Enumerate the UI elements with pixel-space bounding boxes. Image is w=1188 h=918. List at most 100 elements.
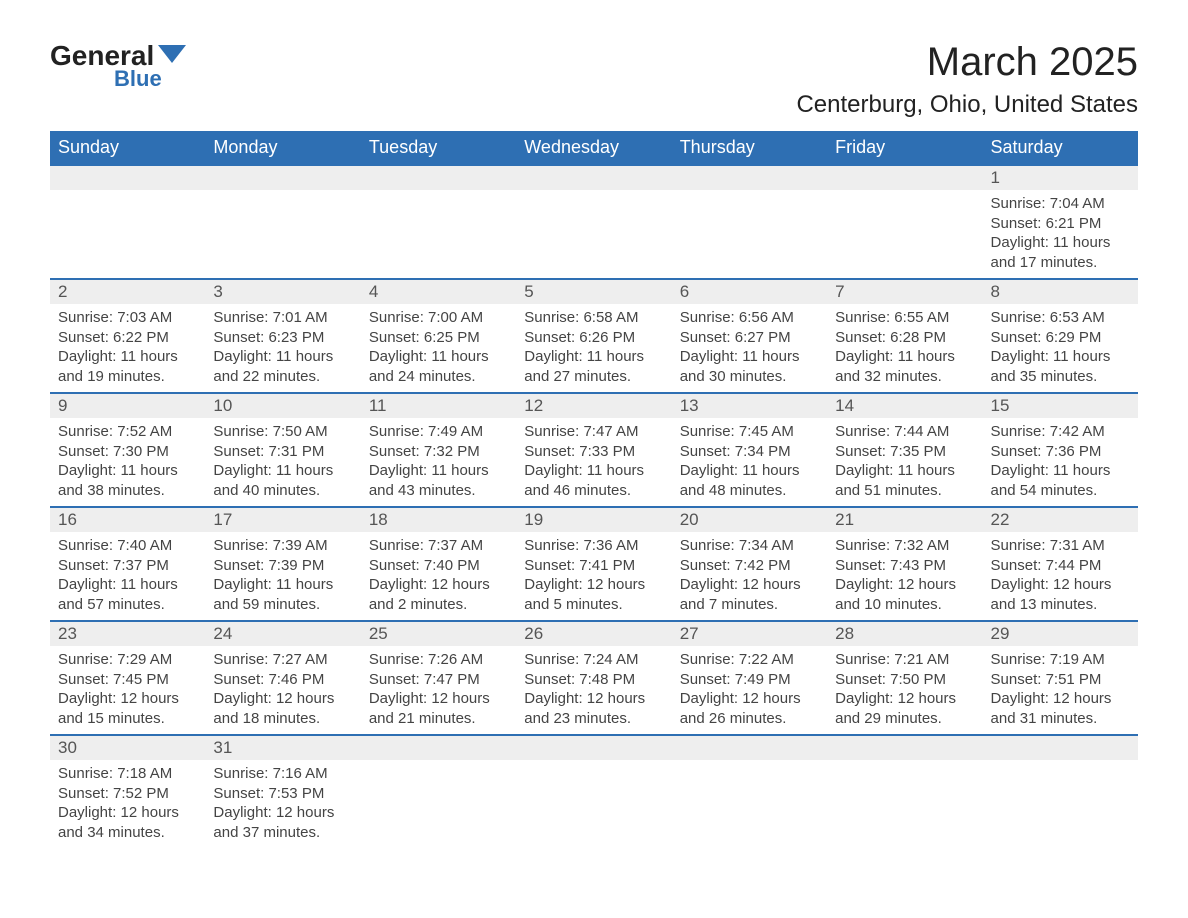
daylight-line: Daylight: 12 hours and 7 minutes. [680,575,819,614]
sunset-line: Sunset: 7:40 PM [369,556,508,576]
logo-text-blue: Blue [114,66,162,92]
sunrise-line: Sunrise: 7:16 AM [213,764,352,784]
day-number: 12 [516,394,671,418]
calendar-cell: 16Sunrise: 7:40 AMSunset: 7:37 PMDayligh… [50,507,205,621]
daylight-line: Daylight: 12 hours and 34 minutes. [58,803,197,842]
calendar-cell: 21Sunrise: 7:32 AMSunset: 7:43 PMDayligh… [827,507,982,621]
calendar-table: SundayMondayTuesdayWednesdayThursdayFrid… [50,131,1138,848]
calendar-cell: 25Sunrise: 7:26 AMSunset: 7:47 PMDayligh… [361,621,516,735]
day-body: Sunrise: 7:36 AMSunset: 7:41 PMDaylight:… [516,532,671,620]
sunset-line: Sunset: 6:28 PM [835,328,974,348]
calendar-cell [50,165,205,279]
day-body: Sunrise: 7:24 AMSunset: 7:48 PMDaylight:… [516,646,671,734]
day-number: 20 [672,508,827,532]
daylight-line: Daylight: 11 hours and 43 minutes. [369,461,508,500]
sunrise-line: Sunrise: 7:40 AM [58,536,197,556]
day-number [672,736,827,760]
day-number: 2 [50,280,205,304]
daylight-line: Daylight: 11 hours and 30 minutes. [680,347,819,386]
day-number: 19 [516,508,671,532]
sunrise-line: Sunrise: 7:34 AM [680,536,819,556]
calendar-cell [516,735,671,848]
sunrise-line: Sunrise: 7:04 AM [991,194,1130,214]
sunset-line: Sunset: 7:34 PM [680,442,819,462]
calendar-cell: 3Sunrise: 7:01 AMSunset: 6:23 PMDaylight… [205,279,360,393]
daylight-line: Daylight: 11 hours and 24 minutes. [369,347,508,386]
day-body: Sunrise: 7:39 AMSunset: 7:39 PMDaylight:… [205,532,360,620]
calendar-cell: 5Sunrise: 6:58 AMSunset: 6:26 PMDaylight… [516,279,671,393]
day-body: Sunrise: 7:42 AMSunset: 7:36 PMDaylight:… [983,418,1138,506]
day-body [672,190,827,200]
sunset-line: Sunset: 7:39 PM [213,556,352,576]
day-body: Sunrise: 7:47 AMSunset: 7:33 PMDaylight:… [516,418,671,506]
location: Centerburg, Ohio, United States [796,91,1138,119]
page-title: March 2025 [796,40,1138,85]
calendar-body: 1Sunrise: 7:04 AMSunset: 6:21 PMDaylight… [50,165,1138,848]
calendar-cell: 23Sunrise: 7:29 AMSunset: 7:45 PMDayligh… [50,621,205,735]
sunrise-line: Sunrise: 6:53 AM [991,308,1130,328]
weekday-header: Sunday [50,131,205,165]
sunrise-line: Sunrise: 7:03 AM [58,308,197,328]
sunset-line: Sunset: 6:23 PM [213,328,352,348]
calendar-cell: 9Sunrise: 7:52 AMSunset: 7:30 PMDaylight… [50,393,205,507]
calendar-cell [361,165,516,279]
daylight-line: Daylight: 11 hours and 51 minutes. [835,461,974,500]
day-number: 16 [50,508,205,532]
daylight-line: Daylight: 12 hours and 2 minutes. [369,575,508,614]
calendar-cell: 22Sunrise: 7:31 AMSunset: 7:44 PMDayligh… [983,507,1138,621]
day-body: Sunrise: 7:37 AMSunset: 7:40 PMDaylight:… [361,532,516,620]
weekday-header: Wednesday [516,131,671,165]
weekday-header: Monday [205,131,360,165]
flag-icon [158,45,186,70]
sunrise-line: Sunrise: 7:18 AM [58,764,197,784]
calendar-cell: 1Sunrise: 7:04 AMSunset: 6:21 PMDaylight… [983,165,1138,279]
sunset-line: Sunset: 7:44 PM [991,556,1130,576]
day-number: 1 [983,166,1138,190]
day-number: 26 [516,622,671,646]
day-body: Sunrise: 7:40 AMSunset: 7:37 PMDaylight:… [50,532,205,620]
calendar-cell: 24Sunrise: 7:27 AMSunset: 7:46 PMDayligh… [205,621,360,735]
calendar-cell [516,165,671,279]
day-body: Sunrise: 7:44 AMSunset: 7:35 PMDaylight:… [827,418,982,506]
day-number: 28 [827,622,982,646]
day-number: 15 [983,394,1138,418]
day-body: Sunrise: 7:21 AMSunset: 7:50 PMDaylight:… [827,646,982,734]
calendar-cell: 13Sunrise: 7:45 AMSunset: 7:34 PMDayligh… [672,393,827,507]
sunrise-line: Sunrise: 7:37 AM [369,536,508,556]
sunset-line: Sunset: 7:48 PM [524,670,663,690]
day-number [361,166,516,190]
daylight-line: Daylight: 11 hours and 40 minutes. [213,461,352,500]
day-number [361,736,516,760]
day-body: Sunrise: 7:29 AMSunset: 7:45 PMDaylight:… [50,646,205,734]
daylight-line: Daylight: 12 hours and 10 minutes. [835,575,974,614]
sunset-line: Sunset: 7:53 PM [213,784,352,804]
day-number [516,166,671,190]
day-number: 4 [361,280,516,304]
sunset-line: Sunset: 7:37 PM [58,556,197,576]
sunrise-line: Sunrise: 6:56 AM [680,308,819,328]
day-body [672,760,827,770]
daylight-line: Daylight: 12 hours and 23 minutes. [524,689,663,728]
daylight-line: Daylight: 11 hours and 59 minutes. [213,575,352,614]
day-body: Sunrise: 6:58 AMSunset: 6:26 PMDaylight:… [516,304,671,392]
day-number [983,736,1138,760]
calendar-cell: 30Sunrise: 7:18 AMSunset: 7:52 PMDayligh… [50,735,205,848]
calendar-cell [205,165,360,279]
day-body: Sunrise: 7:27 AMSunset: 7:46 PMDaylight:… [205,646,360,734]
sunset-line: Sunset: 7:41 PM [524,556,663,576]
day-body: Sunrise: 6:53 AMSunset: 6:29 PMDaylight:… [983,304,1138,392]
sunset-line: Sunset: 6:25 PM [369,328,508,348]
calendar-cell: 2Sunrise: 7:03 AMSunset: 6:22 PMDaylight… [50,279,205,393]
sunrise-line: Sunrise: 7:36 AM [524,536,663,556]
day-body: Sunrise: 7:16 AMSunset: 7:53 PMDaylight:… [205,760,360,848]
calendar-cell [983,735,1138,848]
calendar-cell: 28Sunrise: 7:21 AMSunset: 7:50 PMDayligh… [827,621,982,735]
day-number: 23 [50,622,205,646]
calendar-cell: 8Sunrise: 6:53 AMSunset: 6:29 PMDaylight… [983,279,1138,393]
day-body [827,190,982,200]
day-number: 8 [983,280,1138,304]
daylight-line: Daylight: 11 hours and 54 minutes. [991,461,1130,500]
day-body [983,760,1138,770]
sunset-line: Sunset: 7:33 PM [524,442,663,462]
daylight-line: Daylight: 12 hours and 37 minutes. [213,803,352,842]
